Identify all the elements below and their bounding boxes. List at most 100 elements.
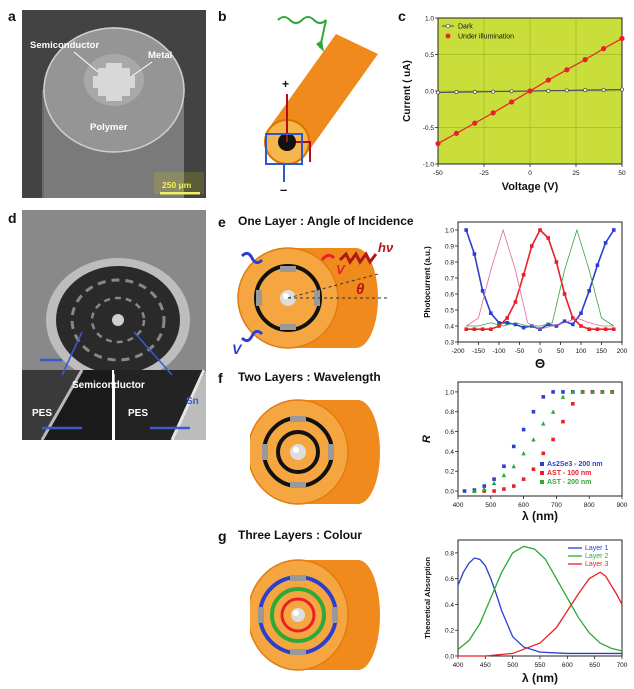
y-tick-label: -0.5 (423, 125, 435, 132)
panel-letter-f: f (218, 370, 223, 386)
data-point (609, 389, 615, 394)
y-tick-label: 1.0 (445, 228, 454, 235)
data-point (531, 467, 536, 472)
illumination-point (564, 67, 570, 73)
data-point (521, 427, 526, 432)
panel-letter-g: g (218, 528, 227, 544)
x-tick-label: 100 (576, 348, 587, 355)
panel-letter-b: b (218, 8, 227, 24)
x-tick-label: 50 (557, 348, 565, 355)
semiconductor-label: Semiconductor (30, 40, 99, 51)
legend-label: Layer 1 (585, 545, 608, 552)
x-axis-label: λ (nm) (522, 671, 558, 685)
data-point (571, 402, 575, 406)
illumination-point (601, 46, 607, 52)
illumination-point (545, 77, 551, 83)
data-point (579, 324, 583, 328)
x-tick-label: 650 (589, 662, 600, 669)
data-point (587, 327, 591, 331)
y-tick-label: 0.5 (445, 308, 454, 315)
x-tick-label: 700 (617, 662, 628, 669)
legend-label: AST - 200 nm (547, 479, 591, 486)
x-tick-label: 25 (572, 170, 580, 177)
data-point (513, 300, 518, 304)
y-tick-label: 0.0 (445, 489, 454, 496)
x-tick-label: 600 (518, 502, 529, 509)
data-point (580, 389, 585, 394)
data-point (554, 260, 559, 264)
legend-marker (540, 480, 544, 484)
panel-letter-e: e (218, 214, 226, 230)
data-point (546, 322, 550, 327)
data-point (480, 289, 485, 293)
data-point (511, 444, 516, 449)
y-tick-label: 0.3 (445, 340, 454, 347)
chart-g: 400 450 500 550 600 650 700 0.0 0.2 0.4 0.6 0.8 λ (n… (423, 539, 628, 685)
legend-marker (540, 462, 544, 466)
data-point (505, 316, 509, 320)
data-point (541, 395, 546, 399)
legend-illumination-label: Under illumination (458, 34, 514, 41)
data-point (521, 477, 526, 481)
x-tick-label: -150 (472, 348, 485, 355)
hv-label: hν (378, 240, 394, 255)
plot-frame (457, 381, 623, 497)
x-tick-label: 50 (618, 170, 626, 177)
x-tick-label: 800 (584, 502, 595, 509)
data-point (562, 292, 567, 296)
chart-f: 400 500 600 700 800 900 0.0 0.2 0.4 0.6 0.8 1.0 λ (n… (421, 381, 628, 523)
data-point (531, 409, 536, 414)
data-point (570, 389, 575, 394)
x-tick-label: 400 (453, 662, 464, 669)
data-point (551, 390, 555, 394)
dark-point (454, 90, 459, 95)
data-point (541, 451, 546, 456)
data-point (502, 487, 506, 491)
x-tick-label: 500 (507, 662, 518, 669)
panel-e-fiber-illustration: V V hν θ (232, 240, 394, 357)
x-tick-label: -25 (479, 170, 489, 177)
data-point (531, 437, 536, 442)
data-point (462, 489, 467, 493)
theta-label: θ (356, 281, 365, 298)
x-tick-label: 500 (485, 502, 496, 509)
y-tick-label: 0.2 (445, 628, 454, 635)
legend-dark-marker (445, 23, 451, 29)
y-tick-label: 0.4 (445, 449, 454, 456)
illumination-point (490, 110, 496, 116)
x-tick-label: 400 (453, 502, 464, 509)
data-point (571, 316, 575, 320)
data-point (546, 236, 550, 240)
panel-letter-d: d (8, 210, 17, 226)
dark-point (583, 88, 588, 93)
data-point (561, 390, 565, 394)
dark-point (491, 89, 496, 94)
y-tick-label: 0.2 (445, 469, 454, 476)
panel-f-fiber-illustration (250, 399, 380, 505)
x-tick-label: 600 (562, 662, 573, 669)
data-point (595, 327, 600, 331)
legend-marker (540, 471, 544, 475)
data-point (595, 263, 600, 267)
data-point (472, 252, 477, 256)
x-tick-label: -50 (433, 170, 443, 177)
data-point (492, 477, 496, 481)
y-tick-label: 0.4 (445, 602, 454, 609)
x-axis-label: Θ (535, 356, 545, 371)
data-point (464, 228, 468, 232)
panel-g-fiber-illustration (250, 559, 380, 671)
illumination-point (509, 99, 515, 105)
illumination-point (435, 140, 441, 147)
data-point (530, 244, 534, 248)
data-point (541, 421, 546, 426)
data-point (587, 289, 591, 293)
data-point (497, 321, 501, 325)
y-tick-label: 0.6 (445, 576, 454, 583)
x-tick-label: -200 (451, 348, 464, 355)
data-point (482, 484, 487, 488)
y-tick-label: 0.0 (445, 654, 454, 661)
data-point (472, 488, 477, 494)
data-point (603, 327, 608, 331)
y-tick-label: 0.5 (425, 52, 434, 59)
illumination-point (619, 35, 625, 42)
